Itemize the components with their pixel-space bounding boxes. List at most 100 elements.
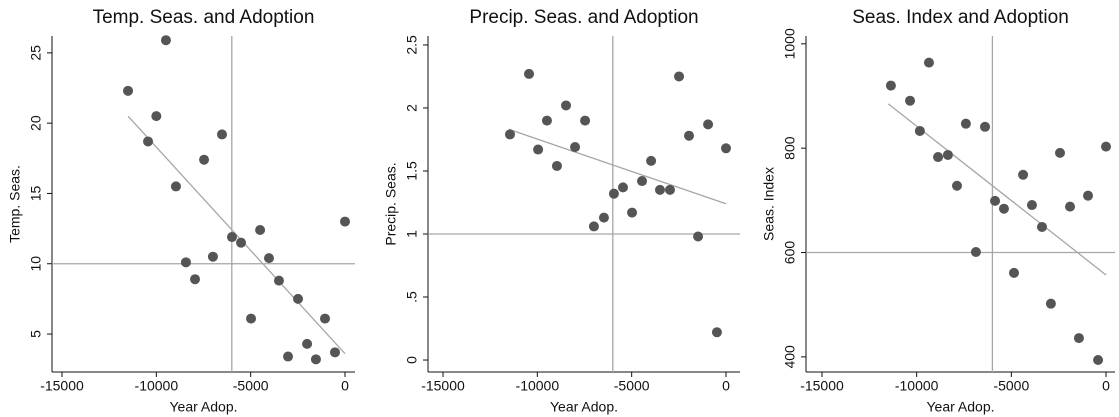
- point: [263, 253, 274, 264]
- y-tick-label: 15: [28, 185, 44, 201]
- point: [541, 115, 552, 126]
- point: [1083, 190, 1094, 201]
- x-tick-label: -15000: [800, 378, 844, 394]
- point: [646, 155, 657, 166]
- chart-title: Precip. Seas. and Adoption: [469, 7, 698, 28]
- point: [951, 180, 962, 191]
- x-axis-label: Year Adop.: [927, 399, 995, 415]
- y-tick-label: 0: [404, 356, 420, 364]
- x-tick-label: -15000: [421, 378, 465, 394]
- y-tick-label: 2.5: [404, 35, 420, 55]
- point: [721, 143, 732, 154]
- point: [283, 351, 294, 362]
- point: [293, 293, 304, 304]
- fit-line: [508, 128, 727, 205]
- x-tick-label: -10000: [516, 378, 560, 394]
- point: [990, 195, 1001, 206]
- point: [711, 327, 722, 338]
- point: [1073, 333, 1084, 344]
- point: [533, 144, 544, 155]
- point: [608, 188, 619, 199]
- chart-title: Temp. Seas. and Adoption: [93, 7, 315, 28]
- y-axis-label: Precip. Seas.: [383, 162, 399, 245]
- point: [180, 257, 191, 268]
- x-tick-label: 0: [341, 378, 349, 394]
- point: [551, 160, 562, 171]
- point: [914, 125, 925, 136]
- point: [1065, 201, 1076, 212]
- point: [160, 35, 171, 46]
- chart-title: Seas. Index and Adoption: [852, 7, 1069, 28]
- point: [123, 85, 134, 96]
- point: [340, 216, 351, 227]
- point: [216, 129, 227, 140]
- point: [654, 184, 665, 195]
- point: [330, 347, 341, 358]
- y-tick-label: .5: [404, 291, 420, 303]
- point: [674, 71, 685, 82]
- point: [1054, 147, 1065, 158]
- point: [236, 237, 247, 248]
- point: [933, 152, 944, 163]
- x-axis-label: Year Adop.: [170, 399, 238, 415]
- y-tick-label: 1: [404, 230, 420, 238]
- point: [524, 68, 535, 79]
- point: [1045, 298, 1056, 309]
- point: [255, 225, 266, 236]
- y-axis-label: Seas. Index: [761, 167, 777, 241]
- point: [320, 313, 331, 324]
- point: [302, 338, 313, 349]
- x-axis-label: Year Adop.: [550, 399, 618, 415]
- point: [980, 121, 991, 132]
- x-tick-label: -10000: [895, 378, 939, 394]
- y-tick-label: 10: [28, 256, 44, 272]
- point: [1037, 221, 1048, 232]
- y-tick-label: 1.5: [404, 161, 420, 181]
- point: [598, 212, 609, 223]
- point: [664, 184, 675, 195]
- point: [580, 115, 591, 126]
- point: [1008, 267, 1019, 278]
- point: [207, 251, 218, 262]
- y-tick-label: 1000: [782, 28, 798, 59]
- point: [617, 182, 628, 193]
- y-tick-label: 800: [782, 136, 798, 160]
- point: [561, 100, 572, 111]
- x-tick-label: 0: [722, 378, 730, 394]
- point: [970, 247, 981, 257]
- x-tick-label: -10000: [135, 378, 179, 394]
- y-tick-label: 2: [404, 104, 420, 112]
- point: [199, 154, 210, 165]
- x-tick-label: -5000: [993, 378, 1029, 394]
- point: [1093, 355, 1104, 365]
- point: [885, 80, 896, 91]
- point: [190, 274, 201, 285]
- point: [637, 176, 648, 187]
- x-tick-label: -5000: [233, 378, 269, 394]
- point: [1026, 200, 1037, 211]
- point: [1018, 169, 1029, 180]
- point: [905, 95, 916, 106]
- point: [151, 111, 162, 122]
- point: [684, 130, 695, 141]
- point: [273, 275, 284, 286]
- point: [923, 57, 934, 68]
- point: [960, 118, 971, 129]
- x-tick-label: 0: [1102, 378, 1110, 394]
- point: [998, 203, 1009, 214]
- point: [226, 232, 237, 243]
- point: [143, 136, 154, 147]
- point: [170, 181, 181, 192]
- x-tick-label: -5000: [614, 378, 650, 394]
- point: [942, 149, 953, 160]
- y-tick-label: 5: [28, 330, 44, 338]
- y-tick-label: 25: [28, 45, 44, 61]
- y-tick-label: 400: [782, 345, 798, 369]
- y-tick-label: 600: [782, 241, 798, 265]
- point: [588, 221, 599, 232]
- point: [627, 207, 638, 218]
- x-tick-label: -15000: [40, 378, 84, 394]
- point: [504, 129, 515, 140]
- point: [703, 119, 714, 130]
- point: [1101, 141, 1112, 152]
